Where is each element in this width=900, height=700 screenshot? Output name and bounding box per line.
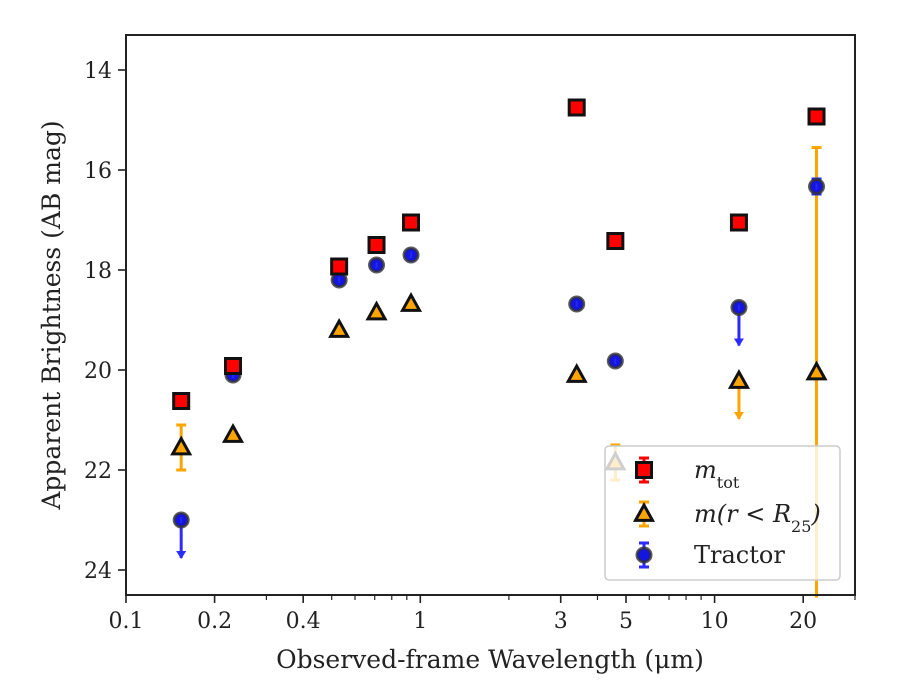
legend: mtot m(r < R25) Tractor: [604, 445, 841, 581]
y-axis-label: Apparent Brightness (AB mag): [37, 120, 66, 510]
x-tick-label: 0.2: [197, 609, 232, 634]
y-tick-label: 22: [84, 459, 112, 484]
legend-label-sub: 25: [791, 517, 811, 536]
legend-marker-square: [635, 461, 653, 479]
y-tick-label: 16: [84, 159, 112, 184]
upper-limit-arrowhead: [176, 551, 187, 559]
legend-label-main: Tractor: [694, 541, 785, 569]
plot-frame: [125, 34, 856, 596]
x-axis-label: Observed-frame Wavelength (μm): [276, 645, 704, 674]
y-tick-label: 14: [84, 59, 112, 84]
legend-label: Tractor: [694, 541, 785, 569]
x-tick-label: 20: [789, 609, 817, 634]
legend-label-main: m(r < R: [694, 500, 791, 528]
legend-label-sub: tot: [717, 473, 740, 492]
x-tick-label: 0.4: [286, 609, 321, 634]
x-tick-label: 3: [554, 609, 568, 634]
x-tick-label: 0.1: [109, 609, 144, 634]
x-tick-label: 5: [619, 609, 633, 634]
y-tick-label: 24: [84, 559, 112, 584]
upper-limit-arrowhead: [733, 338, 744, 347]
y-axis: 14 16 18 20 22 24: [84, 59, 126, 584]
y-tick-label: 18: [84, 259, 112, 284]
x-axis: 0.1 0.2 0.4 1 3 5 10 20: [109, 595, 856, 634]
x-tick-label: 10: [701, 609, 729, 634]
upper-limit-arrowhead: [733, 412, 744, 420]
legend-label-main: m: [694, 456, 717, 484]
legend-marker-triangle: [632, 501, 656, 522]
legend-label: m(r < R25): [694, 500, 821, 536]
legend-label: mtot: [694, 456, 740, 492]
legend-marker-circle: [635, 546, 653, 564]
legend-box: [604, 445, 841, 581]
legend-label-tail: ): [810, 500, 820, 528]
y-tick-label: 20: [84, 359, 112, 384]
x-tick-label: 1: [413, 609, 427, 634]
